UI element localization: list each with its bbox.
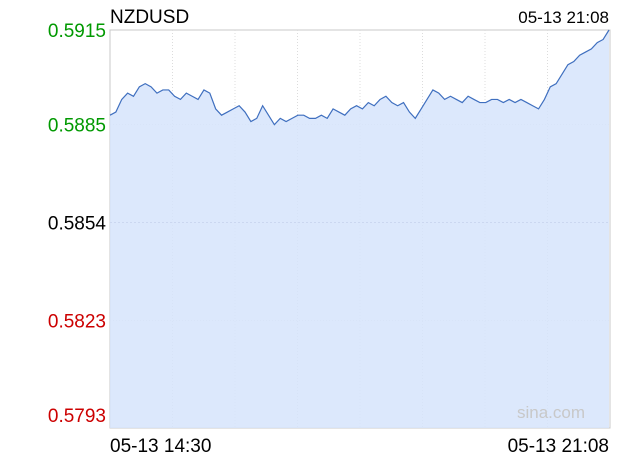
y-tick-label: 0.5915 (48, 21, 106, 42)
price-series-line (109, 29, 610, 126)
plot-area (109, 29, 611, 429)
y-tick-label: 0.5885 (48, 116, 106, 137)
y-tick-label: 0.5823 (48, 311, 106, 332)
x-tick-label-start: 05-13 14:30 (110, 436, 211, 457)
y-axis-ticks: 0.5915 0.5885 0.5854 0.5823 0.5793 (48, 21, 107, 427)
chart-title: NZDUSD (110, 7, 189, 28)
watermark: sina.com (517, 403, 585, 422)
y-tick-label: 0.5854 (48, 214, 107, 235)
chart-timestamp: 05-13 21:08 (518, 8, 609, 27)
x-tick-label-end: 05-13 21:08 (508, 436, 609, 457)
x-axis-ticks: 05-13 14:30 05-13 21:08 (110, 436, 609, 457)
price-area-fill (110, 30, 609, 428)
y-tick-label: 0.5793 (48, 406, 106, 427)
